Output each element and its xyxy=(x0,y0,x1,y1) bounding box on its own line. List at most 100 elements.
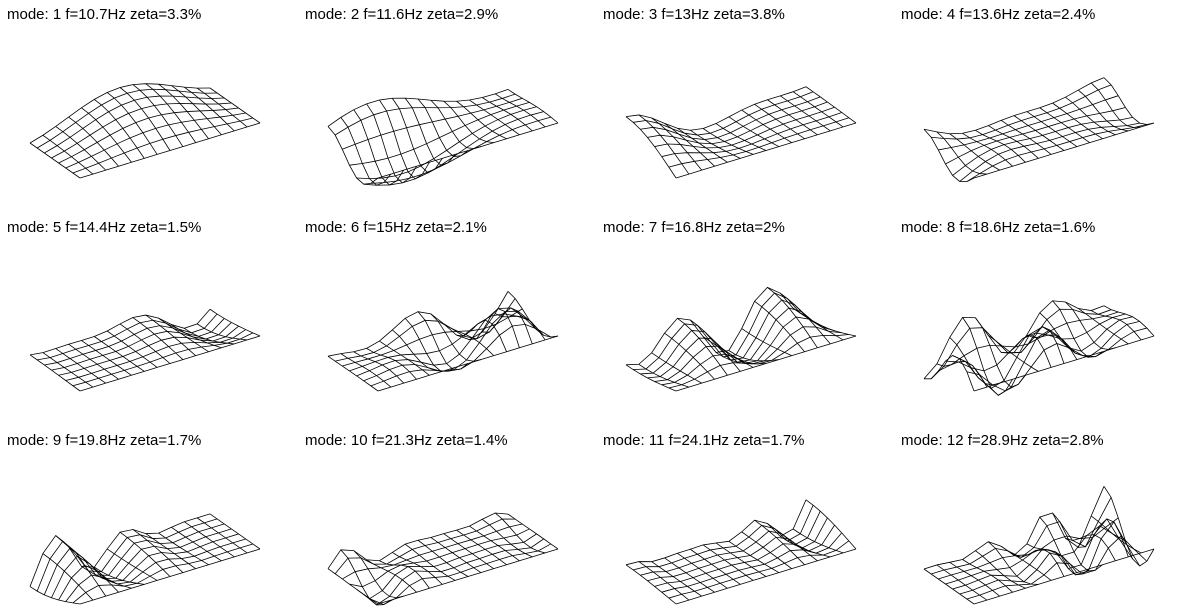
mesh-line xyxy=(158,317,209,353)
mesh-line xyxy=(962,132,1013,167)
mesh-line xyxy=(507,291,559,338)
mesh-line xyxy=(728,540,780,573)
mesh-line xyxy=(81,107,132,163)
mode-panel: mode: 3 f=13Hz zeta=3.8% xyxy=(603,6,857,179)
mesh-line xyxy=(1001,333,1052,368)
mesh-line xyxy=(638,561,690,601)
mesh-line xyxy=(145,83,197,143)
mesh-line xyxy=(936,131,987,175)
mesh-line xyxy=(171,85,222,136)
mesh-line xyxy=(494,313,546,341)
mesh-line xyxy=(625,564,677,605)
mesh-line xyxy=(391,98,443,174)
panel-title: mode: 10 f=21.3Hz zeta=1.4% xyxy=(305,432,508,449)
mesh-line xyxy=(379,99,430,180)
mesh-line xyxy=(975,317,1026,388)
mesh-line xyxy=(456,100,507,140)
mesh-line xyxy=(404,97,456,166)
mesh-line xyxy=(353,550,404,599)
mode-panel: mode: 7 f=16.8Hz zeta=2% xyxy=(603,219,857,392)
mesh-line xyxy=(119,87,171,151)
mesh-line xyxy=(728,116,780,147)
mesh-line xyxy=(975,129,1026,163)
mesh-line xyxy=(625,364,677,392)
mesh-line xyxy=(106,330,158,368)
mesh-line xyxy=(1090,310,1142,341)
mesh-line xyxy=(132,529,184,573)
panel-title: mode: 1 f=10.7Hz zeta=3.3% xyxy=(7,6,201,23)
mesh-line xyxy=(94,566,145,585)
mesh-line xyxy=(342,308,523,367)
mesh-line xyxy=(938,517,1119,580)
mode-panel: mode: 11 f=24.1Hz zeta=1.7% xyxy=(603,432,857,605)
mesh-line xyxy=(1026,334,1078,360)
mesh-line xyxy=(780,95,831,132)
mesh-line xyxy=(767,287,818,349)
mesh-line xyxy=(456,319,507,352)
mesh-line xyxy=(702,544,754,581)
mesh-line xyxy=(196,323,248,341)
mesh-line xyxy=(145,533,196,569)
mesh-line xyxy=(923,568,975,605)
mesh-line xyxy=(356,533,537,600)
panel-title: mode: 4 f=13.6Hz zeta=2.4% xyxy=(901,6,1095,23)
mesh-line xyxy=(1013,115,1065,151)
mesh-line xyxy=(353,109,405,186)
mesh-line xyxy=(949,133,1000,171)
mode-panel: mode: 5 f=14.4Hz zeta=1.5% xyxy=(7,219,261,392)
mesh-line xyxy=(936,361,988,388)
mesh-line xyxy=(988,335,1039,372)
mesh-line xyxy=(962,317,1013,396)
mesh-line xyxy=(340,117,392,186)
mesh-line xyxy=(988,125,1039,159)
mesh-line xyxy=(780,292,831,345)
mesh-line xyxy=(931,84,1112,140)
mode-panel: mode: 2 f=11.6Hz zeta=2.9% xyxy=(305,6,559,186)
mesh-line xyxy=(1000,545,1052,581)
mesh-line xyxy=(1013,326,1065,364)
mesh-line xyxy=(94,99,145,159)
mesh-line xyxy=(1039,107,1090,143)
panel-title: mode: 6 f=15Hz zeta=2.1% xyxy=(305,219,487,236)
mesh-line xyxy=(690,319,741,372)
mesh-line xyxy=(767,523,818,562)
mesh-line xyxy=(184,86,235,132)
mesh-line xyxy=(327,568,379,605)
mesh-line xyxy=(366,559,417,593)
mesh-line xyxy=(456,529,507,566)
mesh-line xyxy=(931,497,1112,575)
mesh-line xyxy=(366,103,417,184)
mesh-line xyxy=(327,512,509,569)
mesh-line xyxy=(959,521,1141,595)
mesh-line xyxy=(209,87,261,124)
mesh-line xyxy=(68,343,119,380)
mesh-line xyxy=(469,308,520,348)
mesh-line xyxy=(1065,301,1116,350)
mesh-line xyxy=(366,348,417,380)
mesh-line xyxy=(42,352,94,388)
mesh-line xyxy=(754,300,805,352)
mesh-line xyxy=(106,548,158,581)
mesh-line xyxy=(119,531,171,577)
mesh-line xyxy=(647,517,828,582)
mesh-line xyxy=(55,535,107,597)
mesh-line xyxy=(638,114,690,175)
mode-panel: mode: 9 f=19.8Hz zeta=1.7% xyxy=(7,432,261,605)
mesh-line xyxy=(1013,548,1065,577)
panel-title: mode: 5 f=14.4Hz zeta=1.5% xyxy=(7,219,201,236)
mesh-line xyxy=(340,549,392,606)
mesh-line xyxy=(209,308,261,337)
mesh-line xyxy=(29,142,81,179)
mesh-line xyxy=(936,564,988,601)
mesh-line xyxy=(805,499,857,550)
mode-panel: mode: 4 f=13.6Hz zeta=2.4% xyxy=(901,6,1155,183)
mesh-line xyxy=(1090,515,1142,554)
mesh-line xyxy=(42,134,94,175)
mesh-line xyxy=(327,126,379,185)
mesh-line xyxy=(379,560,430,589)
mesh-line xyxy=(443,323,494,356)
panel-title: mode: 2 f=11.6Hz zeta=2.9% xyxy=(305,6,498,23)
mesh-line xyxy=(55,348,106,384)
mesh-line xyxy=(51,528,232,598)
mesh-line xyxy=(959,321,1140,396)
